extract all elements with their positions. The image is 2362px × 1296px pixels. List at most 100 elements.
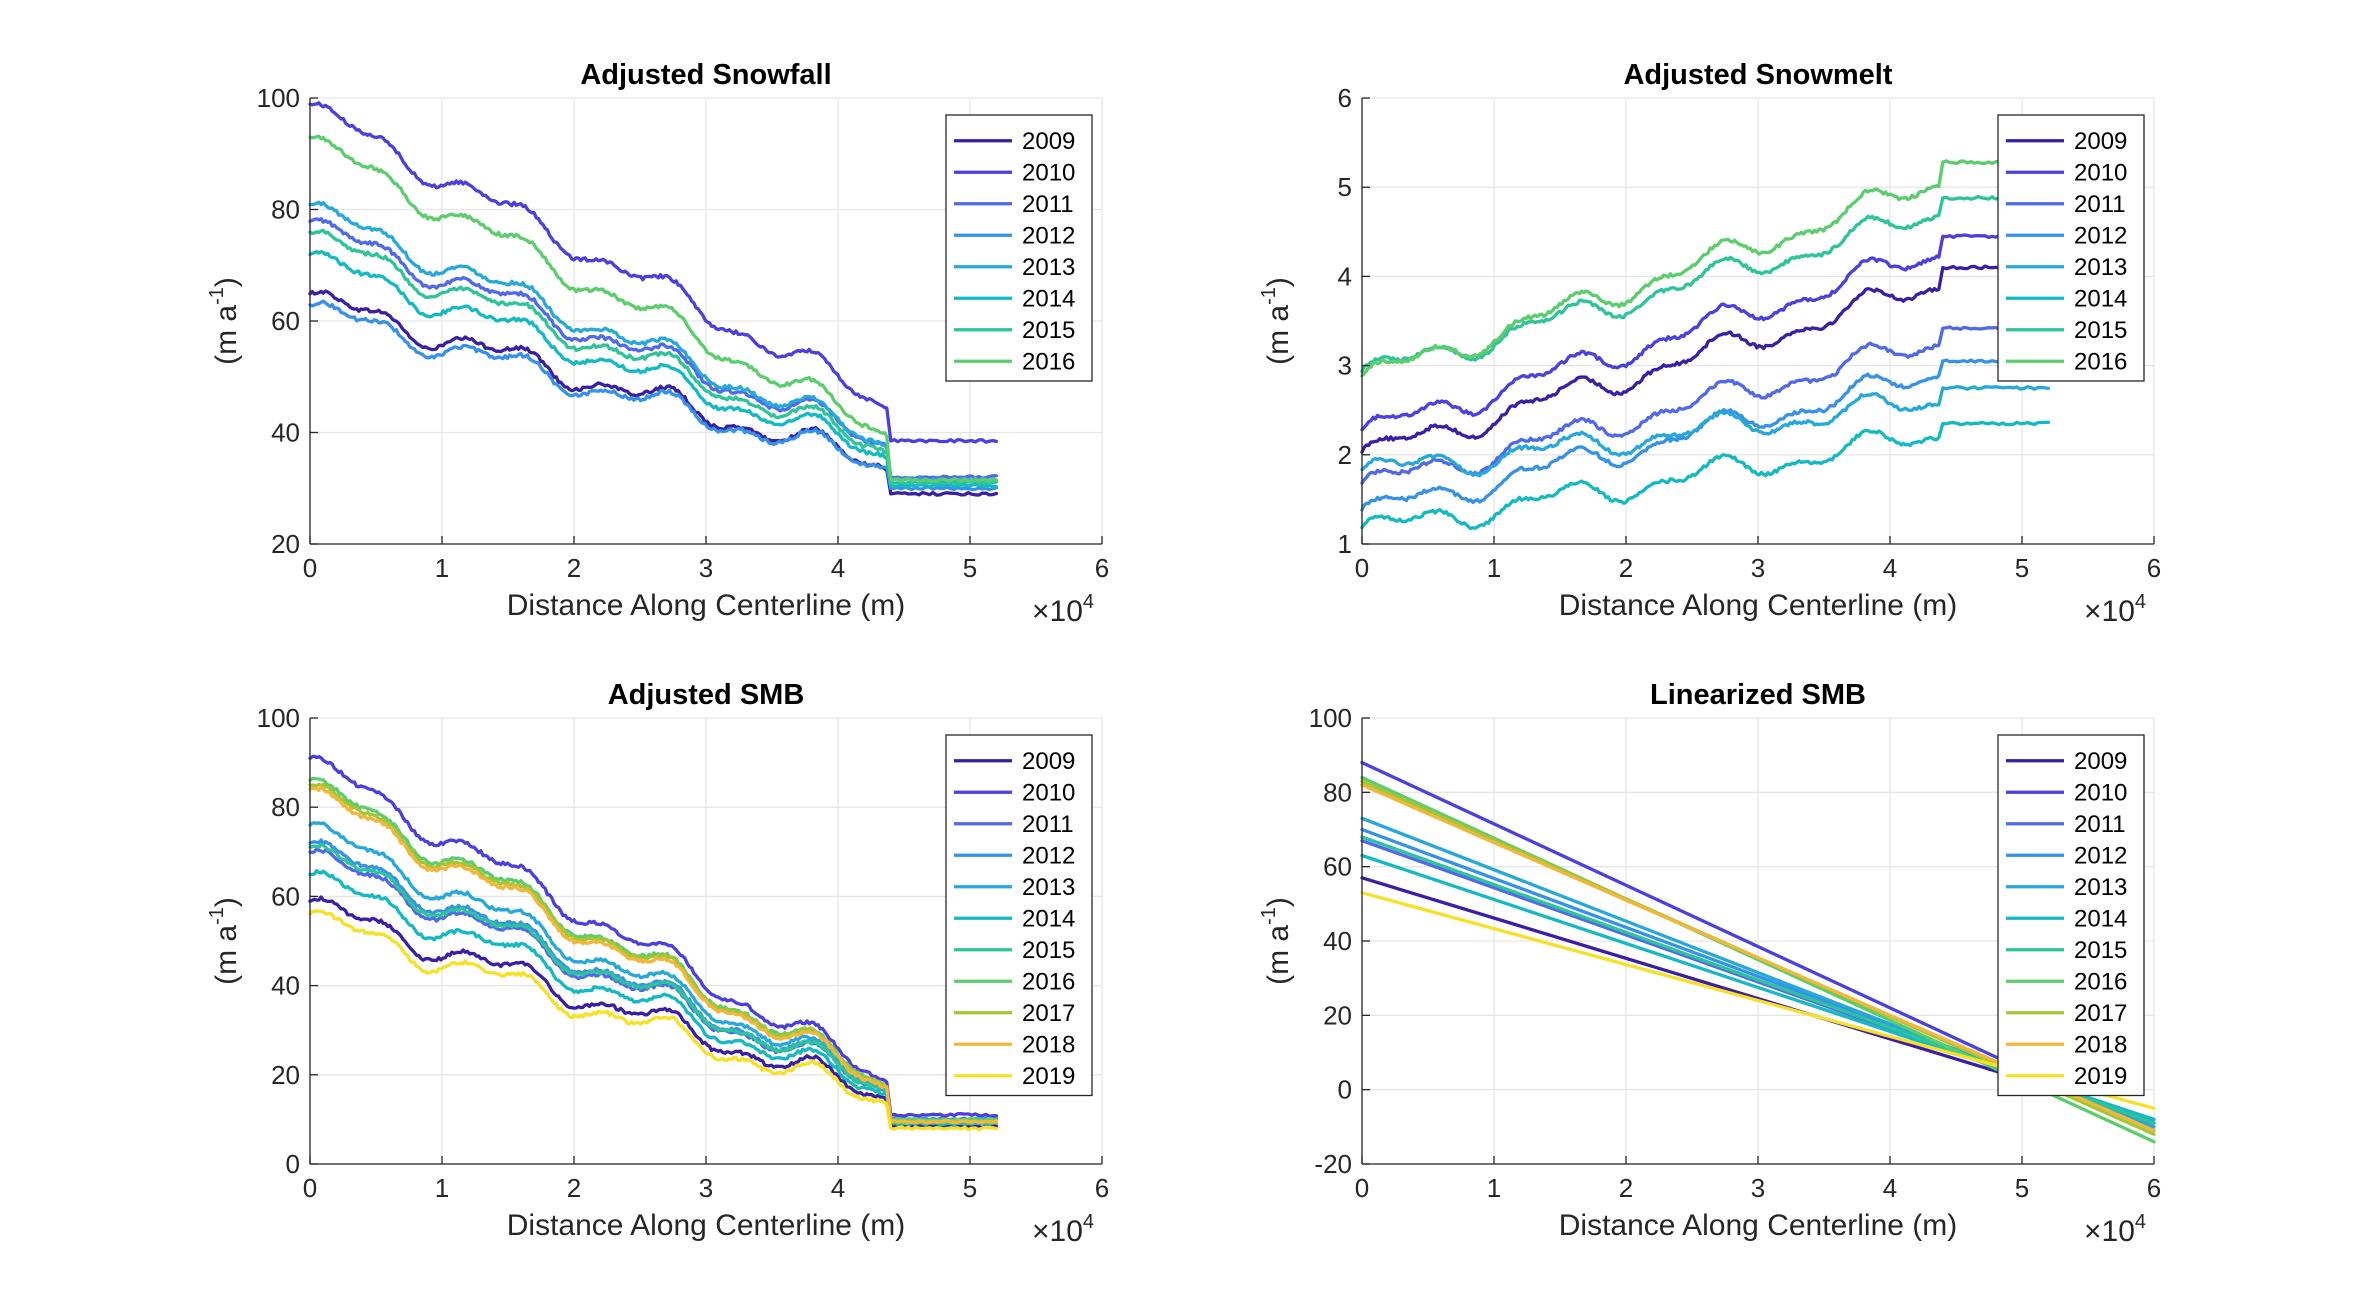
y-axis-label-main: (m a bbox=[210, 305, 243, 365]
y-axis-label-exponent: -1 bbox=[206, 907, 228, 925]
y-tick-label: 80 bbox=[1323, 777, 1352, 807]
legend-box bbox=[945, 734, 1093, 1097]
legend-label-2016: 2016 bbox=[1022, 968, 1075, 995]
legend-label-2017: 2017 bbox=[2074, 1000, 2127, 1027]
y-tick-label: 60 bbox=[1323, 852, 1352, 882]
series-line-2014 bbox=[308, 868, 999, 1127]
y-tick-label: 2 bbox=[1338, 440, 1352, 470]
series-group bbox=[1360, 159, 2051, 531]
legend-label-2013: 2013 bbox=[2074, 254, 2127, 281]
y-tick-label: 0 bbox=[1338, 1075, 1352, 1105]
y-tick-label: 4 bbox=[1338, 261, 1352, 291]
y-tick-label: 3 bbox=[1338, 351, 1352, 381]
x-tick-label: 6 bbox=[2147, 553, 2161, 583]
legend-label-2018: 2018 bbox=[2074, 1031, 2127, 1058]
x-multiplier-label: ×104 bbox=[2084, 1211, 2146, 1248]
series-group bbox=[308, 101, 999, 497]
legend-label-2014: 2014 bbox=[1022, 285, 1075, 312]
series-line-2015 bbox=[308, 228, 999, 486]
y-tick-label: 40 bbox=[271, 418, 300, 448]
x-tick-label: 6 bbox=[2147, 1173, 2161, 1203]
chart-title: Linearized SMB bbox=[1650, 679, 1866, 711]
series-line-2019 bbox=[308, 909, 999, 1132]
y-axis-label-close: ) bbox=[210, 897, 243, 907]
x-tick-label: 1 bbox=[435, 553, 449, 583]
series-line-2014 bbox=[1360, 420, 2051, 531]
x-tick-label: 5 bbox=[963, 1173, 977, 1203]
legend-box bbox=[1997, 734, 2145, 1097]
legend-label-2009: 2009 bbox=[2074, 748, 2127, 775]
y-axis-label-close: ) bbox=[1262, 277, 1295, 287]
y-tick-label: 1 bbox=[1338, 529, 1352, 559]
y-axis-label: (m a-1) bbox=[206, 897, 243, 985]
legend: 2009 2010 2011 2012 2013 2014 2015 2016 2017 2018… bbox=[1997, 734, 2145, 1097]
y-axis-label-main: (m a bbox=[1262, 305, 1295, 365]
legend-label-2016: 2016 bbox=[2074, 968, 2127, 995]
y-tick-label: 0 bbox=[286, 1149, 300, 1179]
y-tick-label: 100 bbox=[1309, 703, 1352, 733]
legend-label-2013: 2013 bbox=[1022, 254, 1075, 281]
series-line-2016 bbox=[1360, 159, 2051, 378]
y-axis-label-exponent: -1 bbox=[206, 287, 228, 305]
series-line-2009 bbox=[1360, 264, 2051, 454]
legend-label-2015: 2015 bbox=[1022, 317, 1075, 344]
legend-label-2016: 2016 bbox=[1022, 348, 1075, 375]
series-group bbox=[308, 754, 999, 1132]
y-tick-label: 80 bbox=[271, 195, 300, 225]
chart-title: Adjusted Snowfall bbox=[580, 59, 831, 91]
legend-box bbox=[945, 114, 1093, 382]
y-axis-label: (m a-1) bbox=[206, 277, 243, 365]
legend-label-2010: 2010 bbox=[2074, 159, 2127, 186]
y-tick-label: 80 bbox=[271, 792, 300, 822]
legend-label-2012: 2012 bbox=[1022, 222, 1075, 249]
series-line-2012 bbox=[1360, 358, 2051, 512]
y-tick-label: 5 bbox=[1338, 172, 1352, 202]
legend-label-2010: 2010 bbox=[1022, 779, 1075, 806]
legend-label-2019: 2019 bbox=[2074, 1063, 2127, 1090]
x-tick-label: 5 bbox=[2015, 1173, 2029, 1203]
y-axis-label-exponent: -1 bbox=[1258, 287, 1280, 305]
legend-label-2016: 2016 bbox=[2074, 348, 2127, 375]
x-multiplier-label: ×104 bbox=[1032, 1211, 1094, 1248]
y-tick-label: 6 bbox=[1338, 83, 1352, 113]
x-tick-label: 2 bbox=[567, 553, 581, 583]
x-tick-label: 2 bbox=[567, 1173, 581, 1203]
y-tick-label: 60 bbox=[271, 306, 300, 336]
legend-label-2014: 2014 bbox=[1022, 905, 1075, 932]
y-tick-label: 40 bbox=[1323, 926, 1352, 956]
x-tick-label: 1 bbox=[1487, 1173, 1501, 1203]
legend-label-2015: 2015 bbox=[1022, 937, 1075, 964]
x-tick-label: 3 bbox=[699, 553, 713, 583]
x-multiplier-exponent: 4 bbox=[2135, 1211, 2146, 1233]
series-line-2009 bbox=[308, 895, 999, 1130]
x-axis-label: Distance Along Centerline (m) bbox=[507, 589, 906, 622]
legend-label-2015: 2015 bbox=[2074, 937, 2127, 964]
legend: 2009 2010 2011 2012 2013 2014 2015 2016 2017 2018… bbox=[945, 734, 1093, 1097]
x-tick-label: 6 bbox=[1095, 1173, 1109, 1203]
y-axis-label-close: ) bbox=[1262, 897, 1295, 907]
series-line-2010 bbox=[308, 101, 999, 444]
x-tick-label: 4 bbox=[831, 553, 845, 583]
x-multiplier-exponent: 4 bbox=[1083, 1211, 1094, 1233]
legend-label-2012: 2012 bbox=[2074, 222, 2127, 249]
x-tick-label: 0 bbox=[1355, 1173, 1369, 1203]
legend-label-2013: 2013 bbox=[1022, 874, 1075, 901]
series-line-2013 bbox=[308, 200, 999, 483]
legend-label-2009: 2009 bbox=[2074, 128, 2127, 155]
x-tick-label: 4 bbox=[831, 1173, 845, 1203]
x-tick-label: 0 bbox=[1355, 553, 1369, 583]
legend-label-2018: 2018 bbox=[1022, 1031, 1075, 1058]
series-line-2012 bbox=[308, 299, 999, 492]
y-tick-label: 20 bbox=[1323, 1000, 1352, 1030]
x-tick-label: 5 bbox=[963, 553, 977, 583]
legend-label-2014: 2014 bbox=[2074, 285, 2127, 312]
legend-label-2012: 2012 bbox=[2074, 842, 2127, 869]
y-axis-label-main: (m a bbox=[1262, 925, 1295, 985]
chart-title: Adjusted SMB bbox=[608, 679, 805, 711]
x-axis-label: Distance Along Centerline (m) bbox=[1559, 589, 1958, 622]
y-axis-label-close: ) bbox=[210, 277, 243, 287]
